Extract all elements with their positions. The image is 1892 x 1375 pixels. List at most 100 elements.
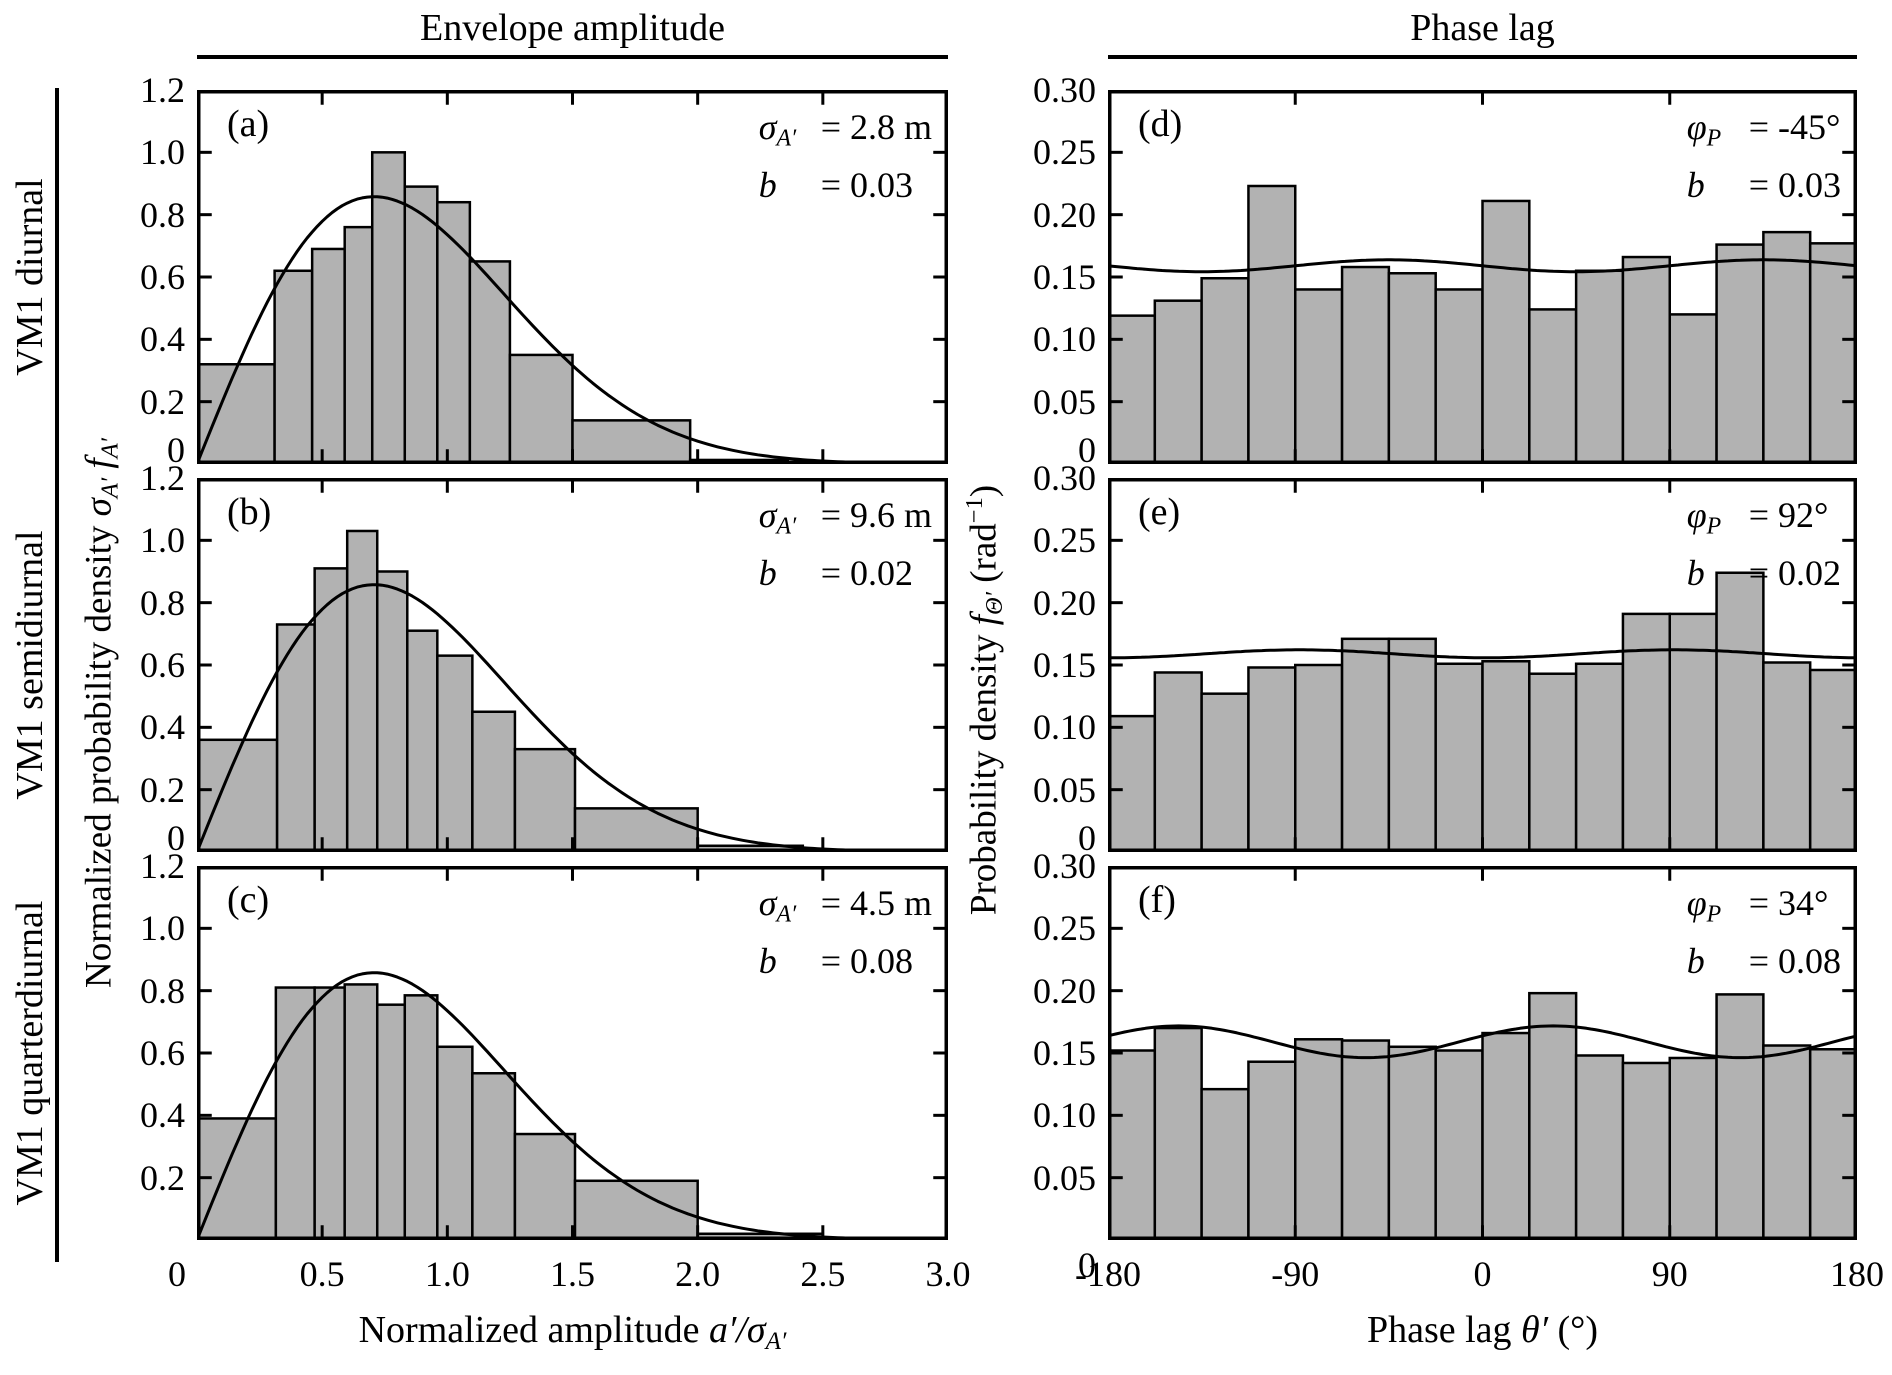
parameter-value: = 9.6 m — [820, 495, 932, 535]
parameter-value: = 0.08 — [1748, 940, 1841, 981]
histogram-bar — [274, 986, 316, 1240]
histogram-bar — [1808, 668, 1857, 852]
parameter-symbol: b — [758, 552, 777, 593]
parameter-symbol: σA′ — [758, 107, 797, 152]
histogram-bar — [1762, 661, 1812, 852]
header-rule-left — [197, 55, 948, 59]
y-tick-label: 0.25 — [1033, 132, 1096, 173]
origin-zero-label: 0 — [168, 1254, 186, 1294]
panel-b-plot — [197, 478, 948, 852]
parameter-value: = 4.5 m — [820, 883, 932, 923]
histogram-bar — [1247, 666, 1297, 852]
histogram-bar — [1294, 663, 1344, 852]
histogram-bar — [1621, 255, 1671, 464]
row-bracket-2 — [55, 476, 59, 874]
x-tick-label: 0 — [1473, 1254, 1492, 1294]
panel-f-letter: (f) — [1138, 879, 1176, 921]
y-tick-label: 0.30 — [1033, 458, 1096, 498]
panel-d-annotation: φP = -45° b = 0.03 — [1687, 104, 1841, 208]
histogram-bar — [436, 1045, 474, 1240]
histogram-bar — [1153, 299, 1203, 464]
histogram-bar — [1434, 288, 1484, 464]
panel-a-plot — [197, 90, 948, 464]
parameter-symbol: σA′ — [758, 883, 797, 928]
parameter-value: = 34° — [1748, 883, 1829, 923]
parameter-value: = 0.03 — [820, 164, 913, 205]
annotation-line-2: b = 0.08 — [1687, 938, 1841, 984]
x-tick-label: 2.0 — [675, 1254, 721, 1294]
y-tick-label: 0.05 — [1033, 769, 1096, 810]
panel-c-letter: (c) — [227, 879, 270, 921]
histogram-bar — [1434, 662, 1484, 852]
histogram-bar — [471, 710, 517, 852]
histogram-bar — [1574, 269, 1625, 464]
y-tick-label: 1.0 — [140, 520, 185, 561]
annotation-line-1: σA′ = 2.8 m — [759, 104, 932, 162]
histogram-bar — [1294, 1038, 1344, 1240]
parameter-value: = 0.08 — [820, 940, 913, 981]
histogram-bar — [508, 353, 574, 464]
panel-f-plot — [1108, 866, 1857, 1240]
y-tick-label-zero: 0 — [167, 430, 185, 470]
histogram-bar — [1153, 1026, 1203, 1240]
histogram-bar — [403, 185, 439, 464]
y-tick-label-zero: 0 — [1078, 1245, 1096, 1285]
histogram-bar — [275, 623, 316, 852]
x-tick-label: -90 — [1271, 1254, 1320, 1294]
annotation-line-1: φP = 92° — [1687, 492, 1841, 550]
histogram-bar — [1481, 1031, 1531, 1240]
histogram-bar — [1340, 637, 1391, 852]
parameter-symbol: b — [758, 164, 777, 205]
annotation-line-2: b = 0.02 — [1687, 550, 1841, 596]
histogram-bar — [406, 629, 439, 852]
annotation-line-1: φP = 34° — [1687, 880, 1841, 938]
y-tick-label: 0.15 — [1033, 645, 1096, 685]
y-tick-label: 0.6 — [140, 645, 185, 685]
y-tick-label: 0.4 — [140, 707, 185, 748]
y-tick-label: 1.2 — [140, 846, 185, 886]
histogram-bar — [273, 269, 314, 464]
panel-e: (e) φP = 92° b = 0.02 — [1108, 478, 1857, 852]
panel-b-letter: (b) — [227, 491, 272, 533]
annotation-line-2: b = 0.03 — [1687, 162, 1841, 208]
histogram-bar — [1481, 199, 1531, 464]
histogram-bar — [1762, 1044, 1812, 1240]
x-axis-title-right: Phase lag θ′ (°) — [1366, 1309, 1599, 1351]
y-tick-label: 1.0 — [140, 908, 185, 949]
fit-curve — [1108, 648, 1857, 660]
parameter-symbol: φP — [1686, 495, 1722, 540]
parameter-value: = -45° — [1748, 107, 1841, 147]
histogram-bar — [1247, 1060, 1297, 1240]
x-axis-title-left: Normalized amplitude a′/σA′ — [358, 1309, 787, 1356]
y-tick-label: 0.4 — [140, 1095, 185, 1136]
histogram-bar — [571, 419, 692, 464]
histogram-bar — [1715, 243, 1765, 464]
parameter-value: = 0.02 — [820, 552, 913, 593]
parameter-symbol: φP — [1686, 107, 1722, 152]
histogram-bar — [1153, 671, 1203, 852]
panel-d-letter: (d) — [1138, 103, 1183, 145]
parameter-symbol: b — [1686, 552, 1705, 593]
y-tick-label: 0.6 — [140, 1033, 185, 1073]
column-header-phase-lag: Phase lag — [1410, 7, 1555, 49]
parameter-symbol: b — [758, 940, 777, 981]
histogram-bar — [1200, 692, 1250, 852]
histogram-bar — [513, 1132, 577, 1240]
panel-f: (f) φP = 34° b = 0.08 — [1108, 866, 1857, 1240]
histogram-bar — [1294, 288, 1344, 464]
x-tick-label: 1.0 — [424, 1254, 470, 1294]
x-tick-label: 0.5 — [299, 1254, 345, 1294]
y-tick-label-zero: 0 — [167, 818, 185, 858]
row-bracket-3 — [55, 864, 59, 1262]
y-tick-label: 0.6 — [140, 257, 185, 297]
annotation-line-1: φP = -45° — [1687, 104, 1841, 162]
parameter-symbol: σA′ — [758, 495, 797, 540]
panel-a-letter: (a) — [227, 103, 270, 145]
histogram-bar — [1808, 242, 1857, 464]
y-tick-label: 0.20 — [1033, 194, 1096, 235]
panel-e-annotation: φP = 92° b = 0.02 — [1687, 492, 1841, 596]
histogram-bar — [471, 1072, 517, 1240]
y-tick-label: 0.25 — [1033, 908, 1096, 949]
y-tick-label: 1.2 — [140, 458, 185, 498]
histogram-bar — [1108, 1049, 1157, 1240]
